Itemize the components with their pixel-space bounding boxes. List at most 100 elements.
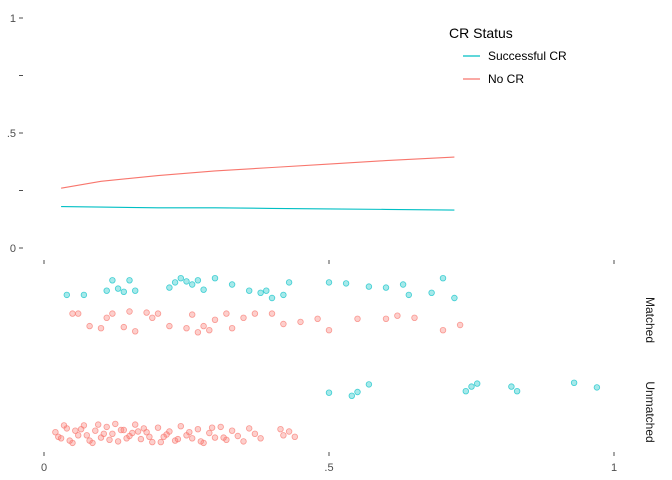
point-unmatched-no-cr	[103, 423, 110, 431]
point-matched-successful-cr	[177, 275, 184, 282]
point-matched-no-cr	[126, 308, 133, 315]
legend-label-no-cr: No CR	[488, 72, 524, 86]
point-unmatched-successful-cr	[462, 388, 469, 395]
point-unmatched-no-cr	[163, 431, 170, 438]
legend-title: CR Status	[449, 25, 513, 41]
point-unmatched-no-cr	[112, 420, 119, 428]
point-matched-no-cr	[228, 325, 236, 332]
point-matched-no-cr	[382, 315, 390, 322]
point-matched-successful-cr	[109, 277, 116, 284]
point-matched-no-cr	[103, 314, 110, 321]
series-line-successful-cr	[61, 206, 455, 211]
point-unmatched-no-cr	[208, 424, 216, 431]
point-unmatched-successful-cr	[325, 389, 333, 396]
line-panel	[61, 156, 455, 211]
point-unmatched-no-cr	[83, 432, 90, 439]
point-matched-no-cr	[97, 325, 105, 332]
point-unmatched-no-cr	[206, 429, 213, 437]
point-unmatched-successful-cr	[513, 388, 521, 395]
point-unmatched-successful-cr	[468, 383, 475, 390]
legend-label-successful-cr: Successful CR	[488, 49, 567, 63]
point-matched-no-cr	[183, 325, 190, 332]
point-unmatched-no-cr	[92, 427, 99, 434]
point-matched-no-cr	[268, 310, 276, 317]
point-unmatched-no-cr	[240, 438, 247, 445]
point-unmatched-no-cr	[291, 433, 298, 440]
point-matched-no-cr	[314, 315, 321, 322]
point-unmatched-no-cr	[131, 421, 139, 428]
y-tick-label: .5	[7, 128, 16, 140]
point-matched-successful-cr	[211, 275, 219, 282]
series-line-no-cr	[61, 156, 455, 189]
axis-ticks: 0 .5 1 0 .5 1	[7, 13, 617, 474]
point-unmatched-no-cr	[194, 426, 202, 433]
point-unmatched-no-cr	[134, 428, 142, 435]
point-matched-successful-cr	[103, 287, 110, 294]
x-tick-label: 0	[41, 462, 47, 474]
point-matched-no-cr	[131, 328, 139, 335]
point-matched-successful-cr	[194, 277, 202, 284]
point-matched-no-cr	[86, 322, 93, 330]
point-unmatched-no-cr	[234, 432, 241, 440]
point-matched-no-cr	[206, 327, 213, 334]
point-matched-no-cr	[280, 320, 287, 328]
point-unmatched-successful-cr	[354, 388, 361, 396]
point-unmatched-successful-cr	[570, 379, 578, 386]
point-matched-no-cr	[211, 316, 219, 323]
point-matched-successful-cr	[263, 287, 270, 294]
point-matched-no-cr	[394, 312, 401, 319]
point-matched-successful-cr	[114, 285, 122, 292]
point-unmatched-successful-cr	[365, 381, 373, 388]
point-unmatched-no-cr	[140, 425, 147, 432]
point-unmatched-no-cr	[60, 422, 68, 429]
point-unmatched-no-cr	[100, 430, 107, 437]
point-matched-successful-cr	[439, 275, 447, 282]
point-unmatched-no-cr	[52, 429, 59, 436]
point-matched-no-cr	[456, 321, 464, 329]
point-matched-no-cr	[297, 318, 304, 326]
point-unmatched-successful-cr	[348, 392, 355, 399]
point-matched-successful-cr	[166, 284, 173, 291]
point-unmatched-no-cr	[114, 438, 122, 445]
point-matched-successful-cr	[183, 278, 190, 285]
point-unmatched-no-cr	[220, 434, 227, 441]
y-tick-label: 0	[10, 243, 16, 255]
point-unmatched-no-cr	[186, 429, 193, 436]
strip-label-unmatched: Unmatched	[643, 381, 657, 442]
point-unmatched-no-cr	[146, 433, 153, 440]
point-matched-no-cr	[200, 322, 207, 330]
point-unmatched-no-cr	[106, 436, 113, 443]
point-unmatched-no-cr	[149, 438, 156, 446]
point-unmatched-successful-cr	[508, 383, 515, 390]
legend: CR Status Successful CR No CR	[449, 25, 567, 86]
point-unmatched-successful-cr	[474, 380, 481, 387]
point-matched-no-cr	[154, 310, 162, 317]
point-unmatched-no-cr	[77, 426, 85, 433]
y-tick-label: 1	[10, 13, 16, 25]
point-unmatched-no-cr	[280, 432, 287, 439]
point-matched-successful-cr	[188, 281, 196, 288]
point-unmatched-no-cr	[251, 430, 259, 437]
strip-points	[52, 275, 601, 447]
point-matched-no-cr	[74, 310, 82, 317]
point-unmatched-no-cr	[55, 433, 62, 440]
point-unmatched-no-cr	[154, 424, 162, 431]
strip-labels: Matched Unmatched	[643, 297, 657, 443]
point-unmatched-no-cr	[117, 426, 125, 434]
point-unmatched-no-cr	[89, 439, 96, 447]
point-matched-no-cr	[69, 310, 76, 317]
x-tick-label: 1	[611, 462, 617, 474]
point-unmatched-no-cr	[123, 435, 130, 442]
x-tick-label: .5	[324, 462, 333, 474]
point-matched-no-cr	[354, 315, 361, 322]
point-matched-successful-cr	[63, 291, 70, 299]
point-matched-successful-cr	[342, 280, 350, 287]
point-matched-successful-cr	[126, 277, 133, 284]
point-unmatched-no-cr	[109, 430, 116, 437]
point-matched-successful-cr	[428, 289, 435, 296]
point-matched-successful-cr	[120, 288, 127, 295]
point-matched-successful-cr	[200, 286, 207, 293]
point-unmatched-no-cr	[245, 425, 253, 432]
point-matched-successful-cr	[382, 284, 390, 291]
